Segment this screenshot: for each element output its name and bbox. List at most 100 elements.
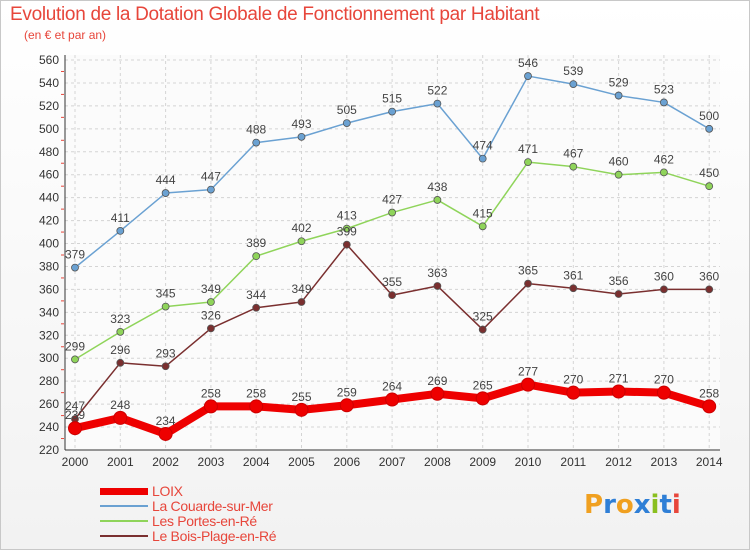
data-label-le-bois-plage-en-r-: 325 [473, 310, 493, 324]
x-tick-label: 2006 [333, 455, 360, 469]
y-tick-label: 440 [39, 191, 59, 205]
plot-area [65, 55, 720, 450]
data-label-loix: 255 [291, 390, 311, 404]
data-label-la-couarde-sur-mer: 500 [699, 109, 719, 123]
data-point-le-bois-plage-en-r- [388, 291, 397, 300]
data-point-loix [113, 410, 128, 425]
y-tick-label: 560 [39, 53, 59, 67]
data-point-la-couarde-sur-mer [388, 107, 397, 116]
chart-subtitle: (en € et par an) [24, 28, 107, 42]
data-point-la-couarde-sur-mer [342, 119, 351, 127]
logo-letter: r [603, 490, 616, 520]
data-point-les-portes-en-r- [252, 252, 261, 261]
data-label-le-bois-plage-en-r-: 293 [156, 346, 176, 360]
legend-swatch-les-portes [100, 520, 148, 522]
data-label-la-couarde-sur-mer: 447 [201, 170, 221, 184]
data-point-les-portes-en-r- [433, 196, 442, 204]
data-label-la-couarde-sur-mer: 488 [246, 123, 266, 137]
data-label-loix: 234 [156, 414, 176, 428]
data-point-la-couarde-sur-mer [71, 263, 79, 272]
data-label-les-portes-en-r-: 413 [337, 209, 357, 223]
y-tick-label: 480 [39, 145, 59, 159]
y-tick-label: 540 [39, 76, 59, 90]
data-point-le-bois-plage-en-r- [206, 324, 215, 333]
data-label-les-portes-en-r-: 299 [65, 339, 85, 353]
x-tick-label: 2004 [243, 455, 270, 469]
data-point-les-portes-en-r- [71, 355, 79, 364]
x-tick-label: 2000 [62, 455, 89, 469]
data-label-la-couarde-sur-mer: 539 [563, 64, 583, 78]
data-point-la-couarde-sur-mer [478, 154, 487, 163]
data-point-loix [702, 399, 717, 414]
logo-letter: P [584, 490, 604, 520]
x-tick-label: 2005 [288, 455, 315, 469]
data-label-le-bois-plage-en-r-: 344 [246, 288, 266, 302]
x-tick-label: 2008 [424, 455, 451, 469]
x-tick-label: 2002 [152, 455, 179, 469]
data-point-le-bois-plage-en-r- [116, 358, 125, 367]
data-label-les-portes-en-r-: 460 [609, 155, 629, 169]
data-label-loix: 271 [609, 372, 629, 386]
data-point-loix [611, 384, 626, 399]
data-label-le-bois-plage-en-r-: 361 [563, 268, 583, 282]
data-label-la-couarde-sur-mer: 444 [156, 173, 176, 187]
data-label-loix: 259 [337, 385, 357, 399]
x-tick-label: 2007 [379, 455, 406, 469]
y-tick-label: 280 [39, 374, 59, 388]
data-point-les-portes-en-r- [206, 298, 215, 306]
logo-letter: i [671, 490, 681, 520]
data-point-les-portes-en-r- [660, 168, 668, 177]
data-point-loix [203, 399, 218, 414]
data-label-les-portes-en-r-: 389 [246, 236, 266, 250]
y-tick-label: 400 [39, 237, 59, 251]
data-label-loix: 239 [65, 408, 85, 422]
data-point-le-bois-plage-en-r- [297, 298, 306, 306]
data-label-la-couarde-sur-mer: 522 [427, 84, 447, 98]
data-point-les-portes-en-r- [478, 222, 487, 231]
y-tick-label: 260 [39, 397, 59, 411]
logo-letter: i [650, 490, 660, 520]
y-tick-label: 520 [39, 99, 59, 113]
y-tick-label: 460 [39, 168, 59, 182]
data-point-la-couarde-sur-mer [660, 98, 668, 107]
x-tick-label: 2014 [696, 455, 723, 469]
legend-swatch-la-couarde [100, 505, 148, 507]
data-point-le-bois-plage-en-r- [252, 303, 261, 312]
data-label-la-couarde-sur-mer: 523 [654, 82, 674, 96]
data-label-le-bois-plage-en-r-: 355 [382, 275, 402, 289]
data-point-loix [385, 392, 400, 407]
data-label-loix: 248 [110, 398, 130, 412]
x-tick-label: 2003 [198, 455, 225, 469]
data-point-les-portes-en-r- [569, 162, 578, 171]
data-label-loix: 258 [201, 386, 221, 400]
y-tick-label: 320 [39, 328, 59, 342]
data-point-la-couarde-sur-mer [206, 185, 215, 194]
data-point-les-portes-en-r- [161, 302, 170, 311]
data-label-les-portes-en-r-: 450 [699, 166, 719, 180]
data-label-les-portes-en-r-: 467 [563, 147, 583, 161]
legend-swatch-le-bois-plage [100, 535, 148, 537]
data-point-la-couarde-sur-mer [614, 91, 623, 100]
data-point-loix [158, 426, 173, 441]
data-point-loix [521, 377, 535, 392]
data-label-les-portes-en-r-: 345 [156, 287, 176, 301]
data-label-loix: 270 [654, 373, 674, 387]
data-point-la-couarde-sur-mer [252, 138, 261, 147]
data-label-les-portes-en-r-: 415 [473, 206, 493, 220]
data-point-loix [566, 385, 581, 400]
data-point-le-bois-plage-en-r- [705, 285, 714, 294]
data-label-loix: 258 [699, 386, 719, 400]
data-label-la-couarde-sur-mer: 515 [382, 92, 402, 106]
x-tick-label: 2009 [469, 455, 496, 469]
logo-letter: x [633, 490, 651, 520]
chart-title: Evolution de la Dotation Globale de Fonc… [10, 4, 540, 25]
data-label-le-bois-plage-en-r-: 360 [654, 269, 674, 283]
data-point-les-portes-en-r- [614, 170, 623, 179]
x-tick-label: 2012 [605, 455, 632, 469]
data-label-la-couarde-sur-mer: 493 [291, 117, 311, 131]
logo-letter: t [659, 490, 672, 520]
data-point-loix [68, 421, 82, 436]
data-point-loix [294, 402, 309, 417]
logo-letter: o [615, 490, 634, 520]
